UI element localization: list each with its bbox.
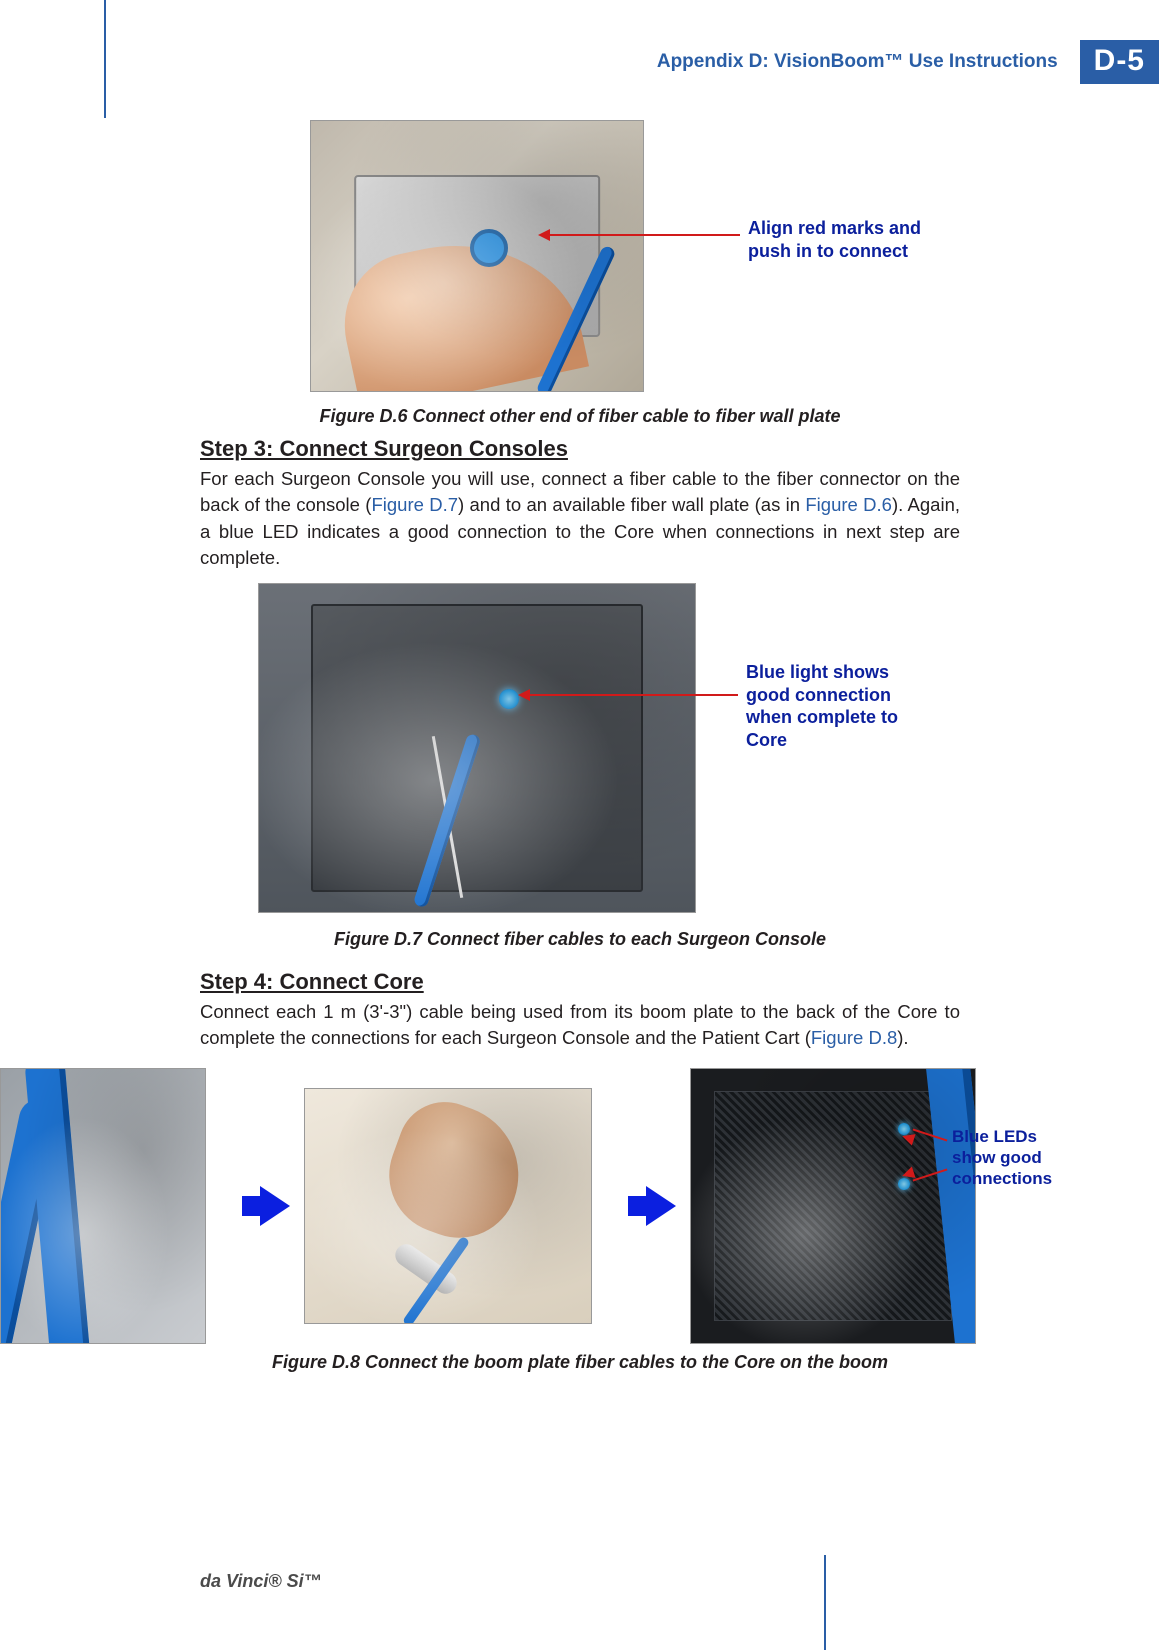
top-left-rule	[104, 0, 106, 118]
figure-d8-row: Blue LEDs show good connections	[0, 1068, 1060, 1344]
step3-body: For each Surgeon Console you will use, c…	[200, 466, 960, 571]
figure-d8-caption: Figure D.8 Connect the boom plate fiber …	[200, 1352, 960, 1373]
sequence-arrow-icon	[260, 1186, 290, 1226]
callout-arrow-line	[550, 234, 740, 236]
figure-d7-callout: Blue light shows good connection when co…	[746, 661, 926, 751]
page-header: Appendix D: VisionBoom™ Use Instructions…	[657, 40, 1159, 84]
figure-d8-callout: Blue LEDs show good connections	[952, 1126, 1082, 1190]
figure-d6-photo	[310, 120, 644, 392]
callout-arrow-head	[518, 689, 530, 701]
figure-d7-link[interactable]: Figure D.7	[371, 494, 458, 515]
figure-d7-photo	[258, 583, 696, 913]
bottom-right-rule	[824, 1555, 826, 1650]
figure-d6-link[interactable]: Figure D.6	[805, 494, 892, 515]
figure-d6-callout: Align red marks and push in to connect	[748, 217, 948, 262]
callout-arrow-head	[538, 229, 550, 241]
figure-d8-photo-a	[0, 1068, 206, 1344]
step4-body: Connect each 1 m (3'-3") cable being use…	[200, 999, 960, 1052]
figure-d8-link[interactable]: Figure D.8	[811, 1027, 897, 1048]
sequence-arrow-icon	[646, 1186, 676, 1226]
figure-d8-photo-c	[690, 1068, 976, 1344]
figure-d7: Blue light shows good connection when co…	[200, 583, 960, 955]
step4-text-2: ).	[897, 1027, 908, 1048]
appendix-title: Appendix D: VisionBoom™ Use Instructions	[657, 51, 1058, 73]
step4-heading: Step 4: Connect Core	[200, 969, 960, 995]
page-number-tab: D-5	[1080, 40, 1159, 84]
step3-heading: Step 3: Connect Surgeon Consoles	[200, 436, 960, 462]
footer-brand: da Vinci® Si™	[200, 1571, 322, 1592]
figure-d6: Align red marks and push in to connect F…	[200, 120, 960, 422]
callout-arrow-line	[530, 694, 738, 696]
figure-d7-caption: Figure D.7 Connect fiber cables to each …	[200, 929, 960, 950]
figure-d6-caption: Figure D.6 Connect other end of fiber ca…	[200, 406, 960, 427]
step3-text-2: ) and to an available fiber wall plate (…	[458, 494, 805, 515]
page-content: Align red marks and push in to connect F…	[200, 120, 960, 1373]
figure-d8-photo-b	[304, 1088, 592, 1324]
